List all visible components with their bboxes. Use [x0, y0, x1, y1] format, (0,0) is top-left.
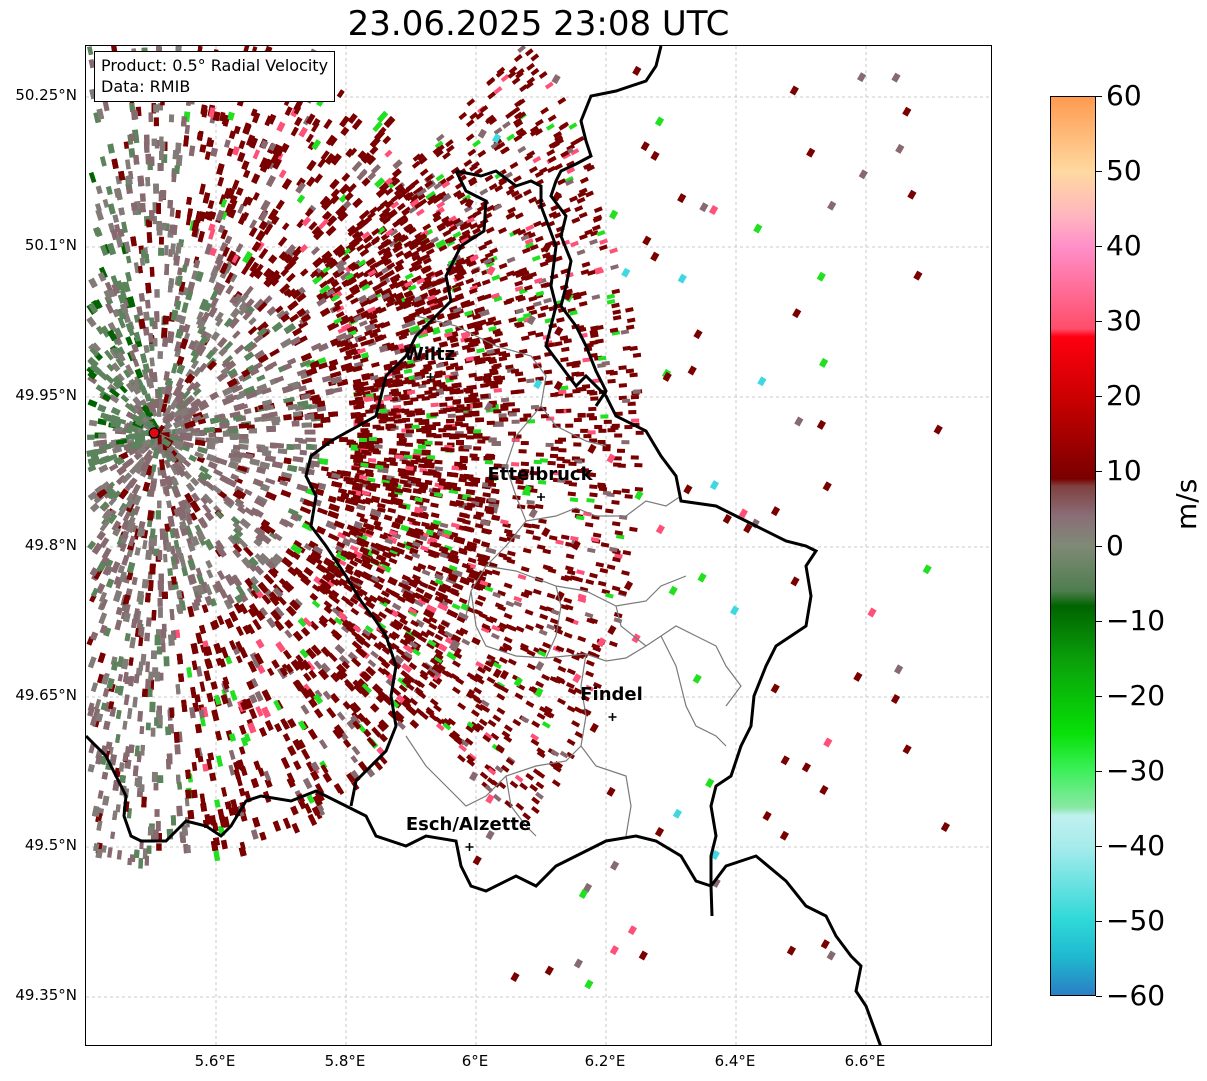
- colorbar-tick-mark: [1096, 546, 1102, 547]
- city-marker: [537, 493, 545, 501]
- colorbar-tick-mark: [1096, 846, 1102, 847]
- national-border-lux-germany: [455, 169, 819, 917]
- colorbar-tick-mark: [1096, 246, 1102, 247]
- colorbar-tick-mark: [1096, 171, 1102, 172]
- national-border-belgium-lux: [304, 170, 488, 807]
- city-label: Findel: [580, 684, 643, 705]
- colorbar-tick-label: 50: [1106, 154, 1142, 187]
- city-marker: [426, 373, 435, 381]
- borders: [86, 46, 882, 1045]
- city-label: Wiltz: [403, 344, 456, 365]
- colorbar-tick-label: 40: [1106, 229, 1142, 262]
- colorbar-tick-label: −30: [1106, 754, 1166, 787]
- lat-tick-label: 49.5°N: [24, 836, 77, 854]
- colorbar-tick-label: −20: [1106, 679, 1166, 712]
- national-border-germany-france: [709, 854, 882, 1045]
- city-marker: [608, 713, 617, 721]
- colorbar-tick-label: −10: [1106, 604, 1166, 637]
- colorbar-tick-mark: [1096, 621, 1102, 622]
- radar-map[interactable]: [85, 45, 992, 1046]
- colorbar-tick-label: 60: [1106, 79, 1142, 112]
- map-title: 23.06.2025 23:08 UTC: [347, 4, 730, 44]
- radar-echoes: [86, 46, 950, 990]
- city-marker: [465, 843, 474, 851]
- lon-tick-label: 6°E: [461, 1052, 489, 1070]
- product-info-box: Product: 0.5° Radial Velocity Data: RMIB: [94, 51, 336, 102]
- colorbar-gradient: [1051, 97, 1095, 995]
- city-label: Esch/Alzette: [405, 814, 532, 835]
- data-source-label: Data: RMIB: [101, 77, 191, 96]
- colorbar-tick-label: 10: [1106, 454, 1142, 487]
- lon-tick-label: 5.8°E: [324, 1052, 366, 1070]
- lon-tick-label: 6.4°E: [714, 1052, 756, 1070]
- colorbar-tick-mark: [1096, 471, 1102, 472]
- colorbar-tick-label: 0: [1106, 529, 1124, 562]
- colorbar: [1050, 96, 1096, 996]
- lon-tick-label: 6.6°E: [844, 1052, 886, 1070]
- colorbar-tick-mark: [1096, 696, 1102, 697]
- colorbar-tick-label: 20: [1106, 379, 1142, 412]
- lat-tick-label: 50.1°N: [24, 236, 77, 254]
- colorbar-tick-label: −50: [1106, 904, 1166, 937]
- colorbar-tick-mark: [1096, 96, 1102, 97]
- colorbar-tick-label: 30: [1106, 304, 1142, 337]
- lat-tick-label: 49.8°N: [24, 536, 77, 554]
- city-label: Ettelbruck: [487, 464, 593, 485]
- product-label: Product: 0.5° Radial Velocity: [101, 56, 329, 75]
- lon-tick-label: 5.6°E: [194, 1052, 236, 1070]
- colorbar-tick-mark: [1096, 996, 1102, 997]
- colorbar-tick-label: −40: [1106, 829, 1166, 862]
- lat-tick-label: 49.95°N: [15, 386, 77, 404]
- radar-site-marker[interactable]: [148, 427, 160, 439]
- colorbar-tick-mark: [1096, 921, 1102, 922]
- colorbar-tick-mark: [1096, 771, 1102, 772]
- lat-tick-label: 50.25°N: [15, 86, 77, 104]
- lat-tick-label: 49.65°N: [15, 686, 77, 704]
- colorbar-tick-mark: [1096, 321, 1102, 322]
- map-canvas: [86, 46, 991, 1045]
- canton-borders: [405, 315, 742, 837]
- colorbar-tick-label: −60: [1106, 979, 1166, 1012]
- colorbar-tick-mark: [1096, 396, 1102, 397]
- lon-tick-label: 6.2°E: [584, 1052, 626, 1070]
- colorbar-unit-label: m/s: [1170, 478, 1203, 530]
- national-border-north: [549, 46, 663, 407]
- national-border-lux-france: [86, 734, 712, 893]
- city-markers: [426, 373, 617, 851]
- lat-tick-label: 49.35°N: [15, 986, 77, 1004]
